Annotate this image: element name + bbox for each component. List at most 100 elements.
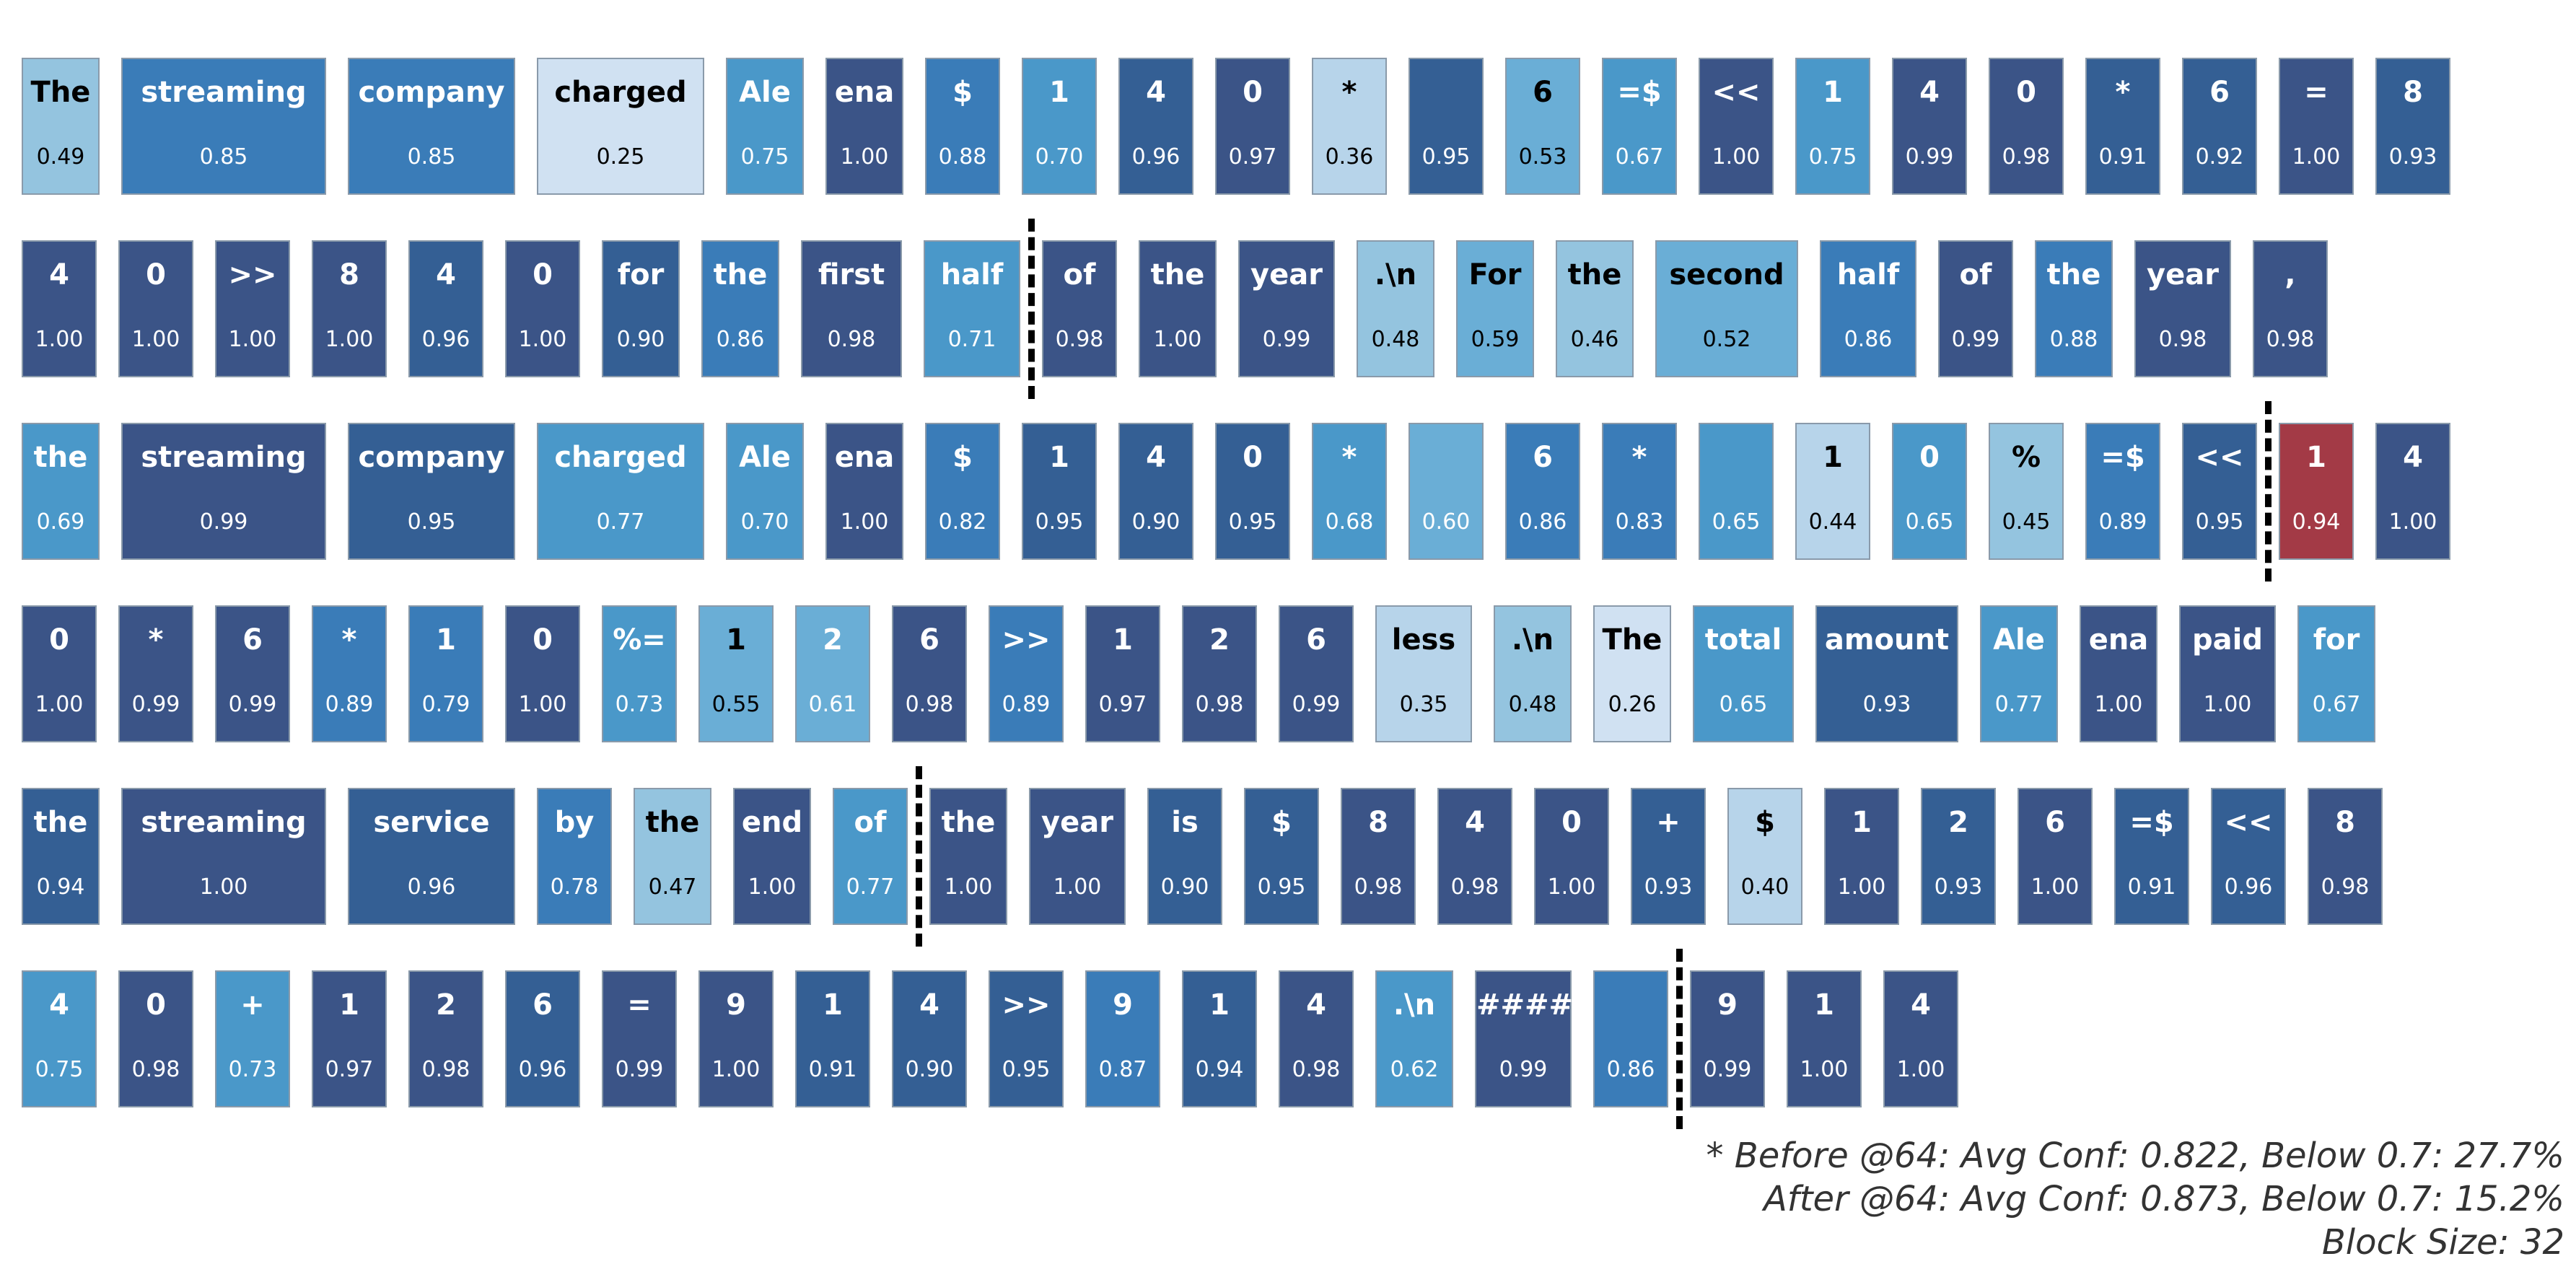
token-confidence: 0.98 — [2158, 327, 2207, 352]
token-confidence: 0.67 — [2312, 692, 2361, 717]
token-confidence: 1.00 — [2094, 692, 2143, 717]
token-confidence: 0.48 — [1508, 692, 1557, 717]
token-confidence: 0.69 — [36, 509, 85, 535]
token-confidence: 0.98 — [1354, 874, 1403, 900]
token-confidence: 1.00 — [35, 692, 84, 717]
token-confidence: 0.55 — [711, 692, 761, 717]
token-text: >> — [1002, 988, 1051, 1022]
token-box: the 0.69 — [22, 423, 100, 560]
token-text: 9 — [1113, 988, 1133, 1022]
token-text: amount — [1824, 623, 1950, 657]
token-confidence: 0.36 — [1325, 144, 1374, 170]
token-box: 0.86 — [1593, 970, 1668, 1107]
token-box: of 0.98 — [1042, 240, 1117, 377]
token-box: less 0.35 — [1375, 605, 1472, 742]
token-confidence: 0.97 — [1098, 692, 1147, 717]
token-confidence: 0.75 — [35, 1057, 84, 1082]
token-text: = — [627, 988, 652, 1022]
token-box: * 0.36 — [1312, 58, 1387, 195]
token-box: * 0.68 — [1312, 423, 1387, 560]
token-box: 6 0.96 — [505, 970, 580, 1107]
token-confidence: 0.95 — [1035, 509, 1084, 535]
token-box: 0 1.00 — [505, 605, 580, 742]
token-text: end — [741, 806, 803, 839]
token-text: 1 — [1814, 988, 1834, 1022]
token-text: =$ — [1617, 76, 1662, 109]
token-confidence: 0.99 — [199, 509, 248, 535]
token-box: #### 0.99 — [1475, 970, 1573, 1107]
token-text: the — [941, 806, 996, 839]
token-box: the 0.88 — [2035, 240, 2113, 377]
token-box: Ale 0.75 — [726, 58, 804, 195]
token-confidence: 0.67 — [1615, 144, 1664, 170]
token-text: 6 — [1306, 623, 1326, 657]
token-text: + — [240, 988, 265, 1022]
token-confidence: 0.86 — [1844, 327, 1893, 352]
token-text: 1 — [1852, 806, 1872, 839]
token-box: 6 0.99 — [1279, 605, 1354, 742]
token-text: 4 — [1306, 988, 1326, 1022]
token-text: 2 — [823, 623, 843, 657]
token-box: << 1.00 — [1699, 58, 1774, 195]
token-confidence: 0.73 — [228, 1057, 277, 1082]
token-confidence: 0.45 — [2002, 509, 2051, 535]
token-text: first — [818, 258, 885, 291]
block-separator — [916, 766, 922, 947]
token-text: * — [2115, 76, 2131, 109]
token-text: the — [33, 806, 88, 839]
token-text: 1 — [1113, 623, 1133, 657]
token-text: $ — [1755, 806, 1775, 839]
token-confidence: 1.00 — [711, 1057, 761, 1082]
token-text: of — [1063, 258, 1096, 291]
token-confidence: 0.62 — [1390, 1057, 1439, 1082]
token-text: 6 — [1533, 76, 1553, 109]
token-text: streaming — [141, 76, 307, 109]
token-box: 6 0.99 — [215, 605, 290, 742]
token-confidence: 0.99 — [1951, 327, 2000, 352]
token-box: 1 0.97 — [1085, 605, 1160, 742]
token-text: 1 — [436, 623, 456, 657]
token-text: 0 — [146, 258, 166, 291]
token-confidence: 0.78 — [550, 874, 599, 900]
token-box: year 0.99 — [1238, 240, 1335, 377]
token-box: is 0.90 — [1147, 788, 1222, 925]
token-text: by — [554, 806, 595, 839]
token-confidence: 0.96 — [1131, 144, 1180, 170]
token-confidence: 0.59 — [1471, 327, 1520, 352]
token-text: year — [1250, 258, 1323, 291]
token-confidence: 0.95 — [407, 509, 456, 535]
token-box: 1 0.75 — [1795, 58, 1870, 195]
token-box: streaming 1.00 — [121, 788, 326, 925]
token-confidence: 0.85 — [199, 144, 248, 170]
token-box: company 0.85 — [348, 58, 515, 195]
token-text: 0 — [1919, 441, 1940, 474]
token-confidence: 0.99 — [131, 692, 180, 717]
token-box: 0 1.00 — [505, 240, 580, 377]
token-text: 0 — [49, 623, 69, 657]
token-text: 8 — [2335, 806, 2355, 839]
token-box: 1 0.95 — [1022, 423, 1097, 560]
token-box: 0.95 — [1409, 58, 1484, 195]
token-confidence: 1.00 — [1712, 144, 1761, 170]
token-text: ena — [834, 441, 895, 474]
token-box: 4 0.99 — [1892, 58, 1967, 195]
token-confidence: 1.00 — [518, 692, 567, 717]
token-text: 0 — [533, 258, 553, 291]
token-text: << — [2224, 806, 2273, 839]
token-confidence: 0.94 — [2292, 509, 2341, 535]
token-text: the — [645, 806, 700, 839]
token-text: 9 — [1717, 988, 1738, 1022]
token-confidence: 1.00 — [1837, 874, 1886, 900]
token-confidence: 0.86 — [716, 327, 765, 352]
token-confidence: 0.96 — [518, 1057, 567, 1082]
token-confidence: 0.98 — [1055, 327, 1104, 352]
token-confidence: 0.65 — [1719, 692, 1768, 717]
token-text: 2 — [1209, 623, 1230, 657]
token-text: * — [1341, 441, 1357, 474]
token-box: 0 0.98 — [1989, 58, 2064, 195]
token-text: The — [1602, 623, 1662, 657]
token-text: =$ — [2129, 806, 2174, 839]
token-text: << — [2195, 441, 2244, 474]
token-confidence: 0.99 — [1905, 144, 1954, 170]
token-confidence: 0.91 — [2098, 144, 2147, 170]
